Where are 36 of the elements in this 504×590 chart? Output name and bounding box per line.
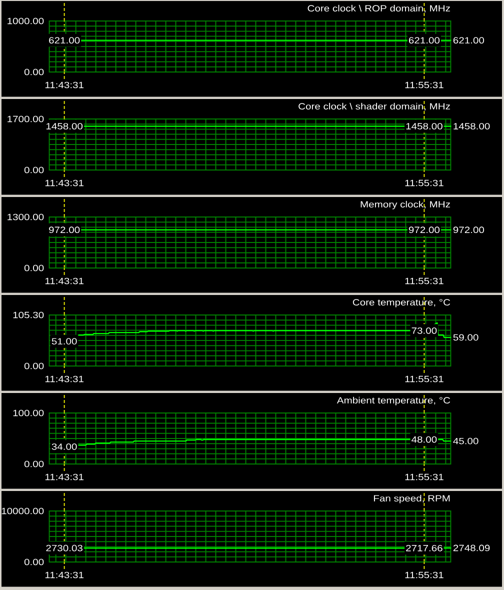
chart-title: Core temperature, °C	[352, 299, 450, 308]
y-tick-label: 0.00	[24, 264, 44, 272]
x-tick-label: 11:55:31	[405, 572, 444, 578]
x-tick-label: 11:43:31	[45, 572, 84, 578]
data-label: 1458.00	[454, 123, 490, 130]
data-label: 59.00	[453, 334, 478, 341]
data-label: 972.00	[453, 226, 484, 234]
chart-title: Memory clock, MHz	[360, 200, 450, 210]
y-tick-label: 10000.00	[2, 508, 44, 514]
x-tick-label: 11:55:31	[405, 82, 444, 88]
x-tick-label: 11:43:31	[45, 82, 84, 88]
x-tick-label: 11:43:31	[45, 474, 84, 480]
y-tick-label: 0.00	[24, 166, 44, 174]
y-tick-label: 1300.00	[8, 214, 44, 220]
y-tick-label: 1000.00	[8, 18, 44, 24]
x-tick-label: 11:55:31	[405, 376, 444, 382]
y-tick-label: 0.00	[24, 362, 44, 370]
x-tick-label: 11:55:31	[405, 278, 444, 284]
y-tick-label: 0.00	[24, 68, 44, 76]
y-tick-label: 100.00	[13, 410, 44, 416]
data-label: 2748.09	[453, 544, 490, 552]
y-tick-label: 1700.00	[8, 116, 44, 122]
chart-title: Fan speed, RPM	[374, 494, 450, 504]
y-tick-label: 105.30	[13, 312, 44, 318]
x-tick-label: 11:43:31	[45, 180, 84, 186]
y-tick-label: 0.00	[24, 558, 44, 566]
x-tick-label: 11:43:31	[45, 278, 84, 284]
chart-title: Core clock \ shader domain, MHz	[298, 102, 450, 111]
data-label: 45.00	[453, 438, 478, 444]
y-tick-label: 0.00	[24, 460, 44, 468]
chart-title: Core clock \ ROP domain, MHz	[308, 4, 450, 13]
x-tick-label: 11:55:31	[405, 474, 444, 480]
x-tick-label: 11:55:31	[405, 180, 444, 186]
x-tick-label: 11:43:31	[45, 376, 84, 382]
data-label: 621.00	[453, 37, 484, 44]
chart-title: Ambient temperature, °C	[336, 396, 450, 406]
